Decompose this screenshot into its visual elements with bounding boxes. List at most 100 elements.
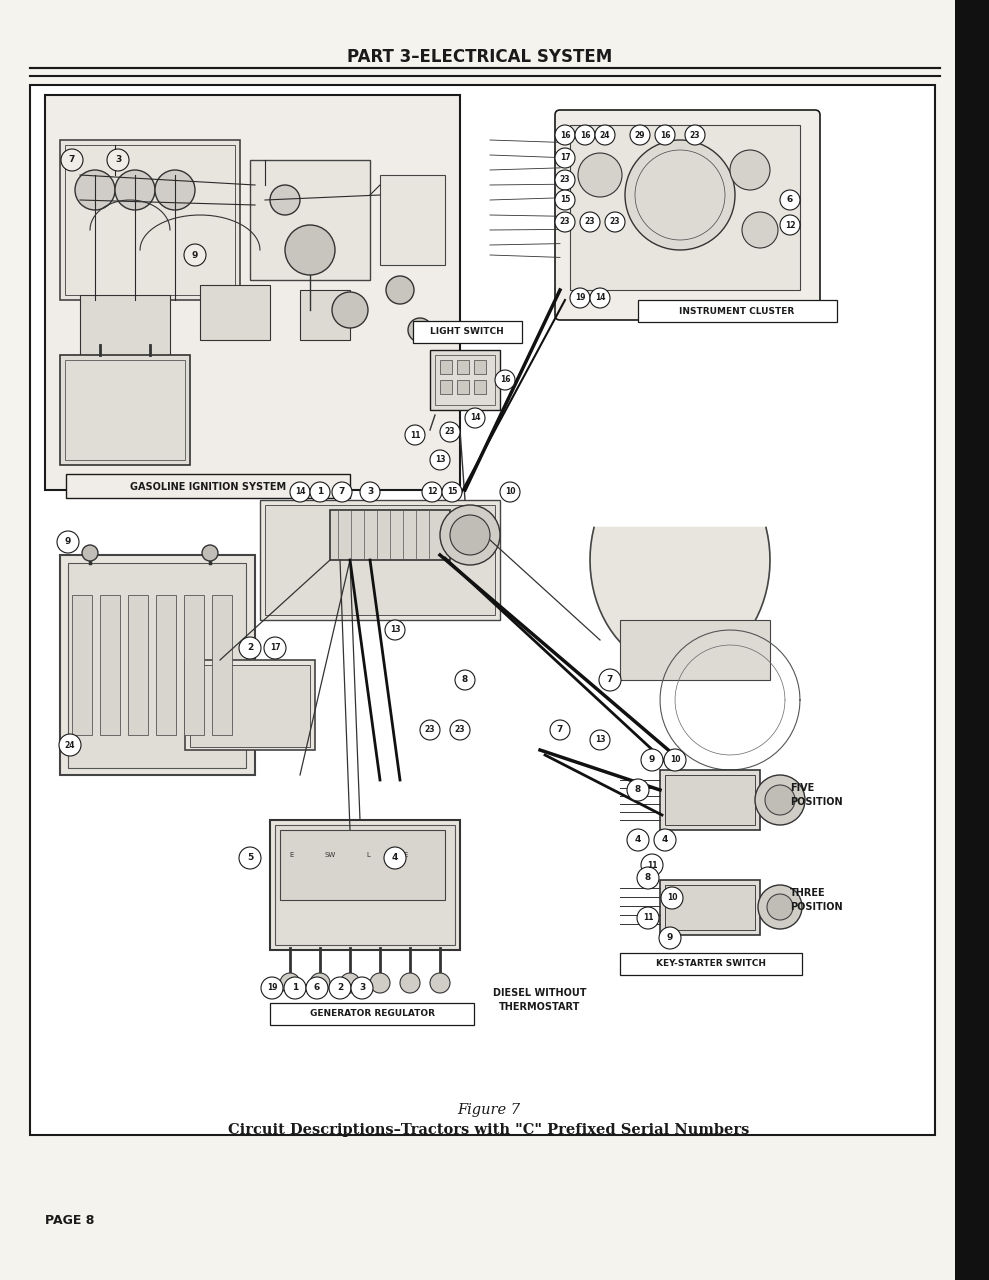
Circle shape xyxy=(155,170,195,210)
Circle shape xyxy=(555,148,575,168)
Polygon shape xyxy=(590,527,770,669)
Text: 9: 9 xyxy=(192,251,198,260)
Text: 9: 9 xyxy=(649,755,655,764)
Text: 23: 23 xyxy=(455,726,465,735)
Text: E: E xyxy=(404,852,408,858)
Text: 4: 4 xyxy=(662,836,669,845)
Circle shape xyxy=(285,225,335,275)
Bar xyxy=(430,349,500,410)
Bar xyxy=(275,826,455,945)
Text: 16: 16 xyxy=(580,131,590,140)
Circle shape xyxy=(630,125,650,145)
Text: 12: 12 xyxy=(426,488,437,497)
Bar xyxy=(30,84,935,1135)
Text: 24: 24 xyxy=(599,131,610,140)
Bar xyxy=(212,595,232,735)
FancyBboxPatch shape xyxy=(555,110,820,320)
Text: 23: 23 xyxy=(610,218,620,227)
Text: 3: 3 xyxy=(367,488,373,497)
FancyBboxPatch shape xyxy=(620,954,802,975)
Circle shape xyxy=(442,483,462,502)
Text: 8: 8 xyxy=(462,676,468,685)
Circle shape xyxy=(107,148,129,172)
Text: 14: 14 xyxy=(295,488,306,497)
Bar xyxy=(570,125,800,291)
Circle shape xyxy=(500,483,520,502)
Text: 11: 11 xyxy=(409,430,420,439)
Circle shape xyxy=(360,483,380,502)
Bar xyxy=(660,771,760,829)
Bar xyxy=(474,360,486,374)
Circle shape xyxy=(239,637,261,659)
Text: 11: 11 xyxy=(647,860,658,869)
Circle shape xyxy=(625,140,735,250)
Circle shape xyxy=(340,973,360,993)
FancyBboxPatch shape xyxy=(66,474,350,498)
Circle shape xyxy=(280,973,300,993)
Text: 29: 29 xyxy=(635,131,645,140)
Circle shape xyxy=(75,170,115,210)
Text: PART 3–ELECTRICAL SYSTEM: PART 3–ELECTRICAL SYSTEM xyxy=(347,47,612,67)
Circle shape xyxy=(730,150,770,189)
Bar xyxy=(955,0,989,1280)
Circle shape xyxy=(115,170,155,210)
Bar xyxy=(60,140,240,300)
Text: INSTRUMENT CLUSTER: INSTRUMENT CLUSTER xyxy=(679,306,794,315)
Circle shape xyxy=(332,483,352,502)
Text: 6: 6 xyxy=(314,983,320,992)
Text: 8: 8 xyxy=(635,786,641,795)
Bar xyxy=(65,360,185,460)
Text: 19: 19 xyxy=(267,983,277,992)
Text: DIESEL WITHOUT
THERMOSTART: DIESEL WITHOUT THERMOSTART xyxy=(494,988,586,1012)
Text: Figure 7: Figure 7 xyxy=(458,1103,520,1117)
Circle shape xyxy=(405,425,425,445)
Circle shape xyxy=(82,545,98,561)
Bar xyxy=(300,291,350,340)
Circle shape xyxy=(664,749,686,771)
Circle shape xyxy=(780,189,800,210)
Circle shape xyxy=(450,515,490,556)
Circle shape xyxy=(685,125,705,145)
Circle shape xyxy=(440,422,460,442)
Circle shape xyxy=(239,847,261,869)
Circle shape xyxy=(384,847,406,869)
Circle shape xyxy=(767,893,793,920)
Text: 9: 9 xyxy=(667,933,674,942)
Circle shape xyxy=(641,854,663,876)
Circle shape xyxy=(590,730,610,750)
Text: 16: 16 xyxy=(660,131,671,140)
Circle shape xyxy=(422,483,442,502)
Circle shape xyxy=(575,125,595,145)
Bar xyxy=(184,595,204,735)
Text: KEY-STARTER SWITCH: KEY-STARTER SWITCH xyxy=(656,960,766,969)
Circle shape xyxy=(57,531,79,553)
Circle shape xyxy=(742,212,778,248)
Text: 7: 7 xyxy=(69,155,75,165)
Bar xyxy=(620,620,770,680)
Circle shape xyxy=(370,973,390,993)
Bar xyxy=(60,355,190,465)
Text: L: L xyxy=(366,852,370,858)
Circle shape xyxy=(430,973,450,993)
Text: FIVE
POSITION: FIVE POSITION xyxy=(790,783,843,806)
Text: 23: 23 xyxy=(445,428,455,436)
Circle shape xyxy=(400,973,420,993)
Circle shape xyxy=(599,669,621,691)
Text: 4: 4 xyxy=(392,854,399,863)
Bar xyxy=(665,774,755,826)
Text: 16: 16 xyxy=(560,131,571,140)
Bar xyxy=(60,556,255,774)
Bar xyxy=(128,595,148,735)
Circle shape xyxy=(59,733,81,756)
Circle shape xyxy=(202,545,218,561)
Circle shape xyxy=(284,977,306,998)
Text: 7: 7 xyxy=(607,676,613,685)
Text: 14: 14 xyxy=(594,293,605,302)
Bar xyxy=(68,563,246,768)
Bar xyxy=(474,380,486,394)
Text: 23: 23 xyxy=(689,131,700,140)
Circle shape xyxy=(755,774,805,826)
Text: PAGE 8: PAGE 8 xyxy=(45,1213,94,1226)
Circle shape xyxy=(780,215,800,236)
Text: 16: 16 xyxy=(499,375,510,384)
